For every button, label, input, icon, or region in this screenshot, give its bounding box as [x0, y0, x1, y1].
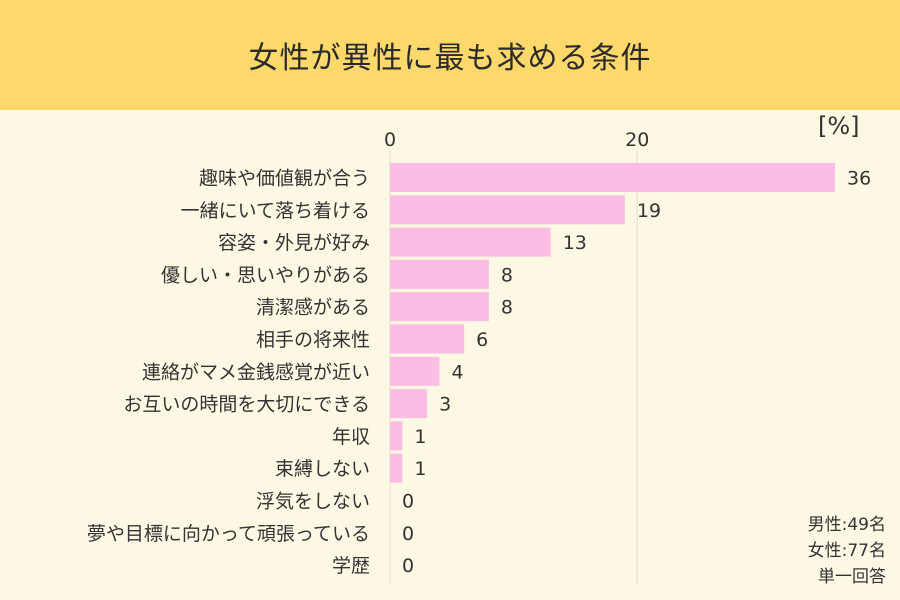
data-label: 6	[476, 329, 488, 351]
category-label: 清潔感がある	[256, 297, 370, 319]
data-label: 13	[563, 232, 587, 254]
bar	[390, 453, 403, 483]
data-label: 19	[637, 200, 661, 222]
sample-notes: 男性:49名 女性:77名 単一回答	[766, 512, 886, 590]
category-label: 夢や目標に向かって頑張っている	[87, 523, 370, 545]
data-label: 0	[402, 491, 414, 513]
category-label: 相手の将来性	[256, 329, 370, 351]
bar	[390, 421, 403, 451]
category-label: 連絡がマメ金銭感覚が近い	[142, 361, 370, 383]
category-label: 容姿・外見が好み	[218, 232, 370, 254]
category-label: 束縛しない	[275, 458, 370, 480]
category-label: 浮気をしない	[256, 491, 370, 513]
bar	[390, 195, 625, 225]
data-label: 4	[451, 361, 463, 383]
title-banner: 女性が異性に最も求める条件	[0, 0, 900, 110]
note-female-count: 女性:77名	[807, 541, 886, 561]
bar	[390, 324, 465, 354]
bar	[390, 389, 428, 419]
data-label: 1	[414, 458, 426, 480]
data-label: 1	[414, 426, 426, 448]
data-label: 0	[402, 523, 414, 545]
category-label: 学歴	[332, 555, 370, 577]
bar	[390, 259, 489, 289]
category-label: お互いの時間を大切にできる	[123, 394, 370, 416]
category-label: 一緒にいて落ち着ける	[181, 200, 370, 222]
data-label: 3	[439, 394, 451, 416]
note-male-count: 男性:49名	[807, 515, 886, 535]
data-label: 0	[402, 555, 414, 577]
bar	[390, 163, 835, 192]
x-tick-label: 20	[625, 129, 649, 151]
category-label: 優しい・思いやりがある	[161, 264, 370, 286]
category-label: 趣味や価値観が合う	[199, 168, 370, 190]
chart-title: 女性が異性に最も求める条件	[248, 41, 652, 76]
bar	[390, 292, 489, 322]
data-label: 8	[501, 264, 513, 286]
unit-label: [%]	[818, 112, 860, 140]
data-label: 8	[501, 297, 513, 319]
bar	[390, 227, 551, 257]
bar	[390, 356, 440, 386]
note-answer-type: 単一回答	[818, 567, 886, 587]
category-label: 年収	[332, 426, 370, 448]
data-label: 36	[847, 168, 871, 190]
x-tick-label: 0	[384, 129, 396, 151]
